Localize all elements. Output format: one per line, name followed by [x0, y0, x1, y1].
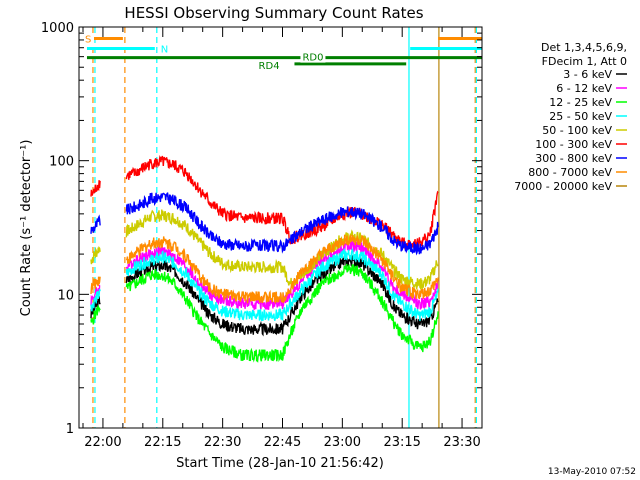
- series-line-2: [90, 263, 439, 363]
- series-line-5: [90, 155, 439, 250]
- annotation-label-bg-n: [158, 43, 170, 55]
- legend-label-7: 800 - 7000 keV: [528, 166, 612, 179]
- annotation-label-bg-s: [82, 33, 94, 45]
- legend-label-3: 25 - 50 keV: [549, 110, 612, 123]
- annotation-label-n: N: [161, 45, 168, 56]
- legend-label-5: 100 - 300 keV: [535, 138, 612, 151]
- chart-title: HESSI Observing Summary Count Rates: [124, 4, 423, 22]
- legend: Det 1,3,4,5,6,9,FDecim 1, Att 03 - 6 keV…: [514, 41, 627, 193]
- x-tick-label-2: 22:30: [204, 435, 241, 450]
- x-tick-label-5: 23:15: [383, 435, 420, 450]
- x-tick-label-0: 22:00: [84, 435, 121, 450]
- series-line-7: [90, 234, 439, 305]
- x-tick-label-4: 23:00: [324, 435, 361, 450]
- y-axis-label: Count Rate (s⁻¹ detector⁻¹): [19, 140, 34, 317]
- series-line-3: [90, 247, 439, 322]
- x-tick-label-1: 22:15: [144, 435, 181, 450]
- annotation-label-bg-rd0: [300, 51, 326, 63]
- y-tick-label-2: 100: [49, 155, 74, 170]
- legend-header-0: Det 1,3,4,5,6,9,: [541, 41, 627, 54]
- plot-frame: [78, 26, 483, 429]
- legend-label-1: 6 - 12 keV: [556, 82, 612, 95]
- legend-label-0: 3 - 6 keV: [563, 68, 612, 81]
- plot-area: S N RD0 RD4: [82, 27, 482, 428]
- legend-label-8: 7000 - 20000 keV: [514, 180, 612, 193]
- axes: 1 10 100 1000 22:00 22:15 22:30 22:45 23:00 23:15…: [41, 21, 483, 450]
- x-tick-label-6: 23:30: [443, 435, 480, 450]
- annotation-label-rd0: RD0: [302, 53, 323, 64]
- series-line-1: [90, 240, 439, 311]
- y-tick-label-0: 1: [66, 422, 74, 437]
- legend-label-4: 50 - 100 keV: [542, 124, 612, 137]
- legend-label-2: 12 - 25 keV: [549, 96, 612, 109]
- footer-timestamp: 13-May-2010 07:52: [548, 467, 636, 477]
- annotation-label-s: S: [85, 35, 91, 46]
- legend-label-6: 300 - 800 keV: [535, 152, 612, 165]
- annotation-label-bg-rd4: [256, 59, 282, 71]
- series-line-6: [90, 192, 439, 256]
- y-tick-label-1: 10: [57, 288, 74, 303]
- x-axis-label: Start Time (28-Jan-10 21:56:42): [176, 456, 384, 471]
- legend-header-1: FDecim 1, Att 0: [542, 55, 627, 68]
- x-tick-label-3: 22:45: [264, 435, 301, 450]
- annotation-label-rd4: RD4: [259, 61, 280, 72]
- y-tick-label-3: 1000: [41, 21, 74, 36]
